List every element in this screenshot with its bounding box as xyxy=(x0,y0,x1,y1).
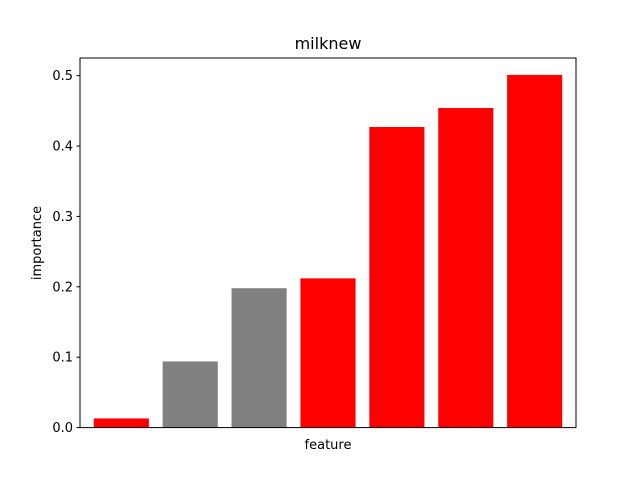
chart-title: milknew xyxy=(295,34,362,53)
y-tick-label: 0.4 xyxy=(52,140,73,155)
bar xyxy=(162,361,218,428)
y-tick-label: 0.0 xyxy=(52,421,73,436)
y-tick-label: 0.5 xyxy=(52,69,73,84)
bar xyxy=(438,107,494,428)
x-axis-label: feature xyxy=(305,438,352,453)
bar xyxy=(93,418,149,428)
y-axis-label: importance xyxy=(30,206,45,280)
bars-group xyxy=(93,74,563,428)
plot-frame xyxy=(79,57,577,429)
bar xyxy=(231,288,287,428)
y-tick-label: 0.3 xyxy=(52,210,73,225)
y-axis-ticks: 0.0 0.1 0.2 0.3 0.4 0.5 xyxy=(52,69,80,436)
y-tick-label: 0.2 xyxy=(52,280,73,295)
bar xyxy=(369,126,425,428)
y-tick-label: 0.1 xyxy=(52,351,73,366)
bar xyxy=(507,74,563,428)
bar xyxy=(300,278,356,428)
